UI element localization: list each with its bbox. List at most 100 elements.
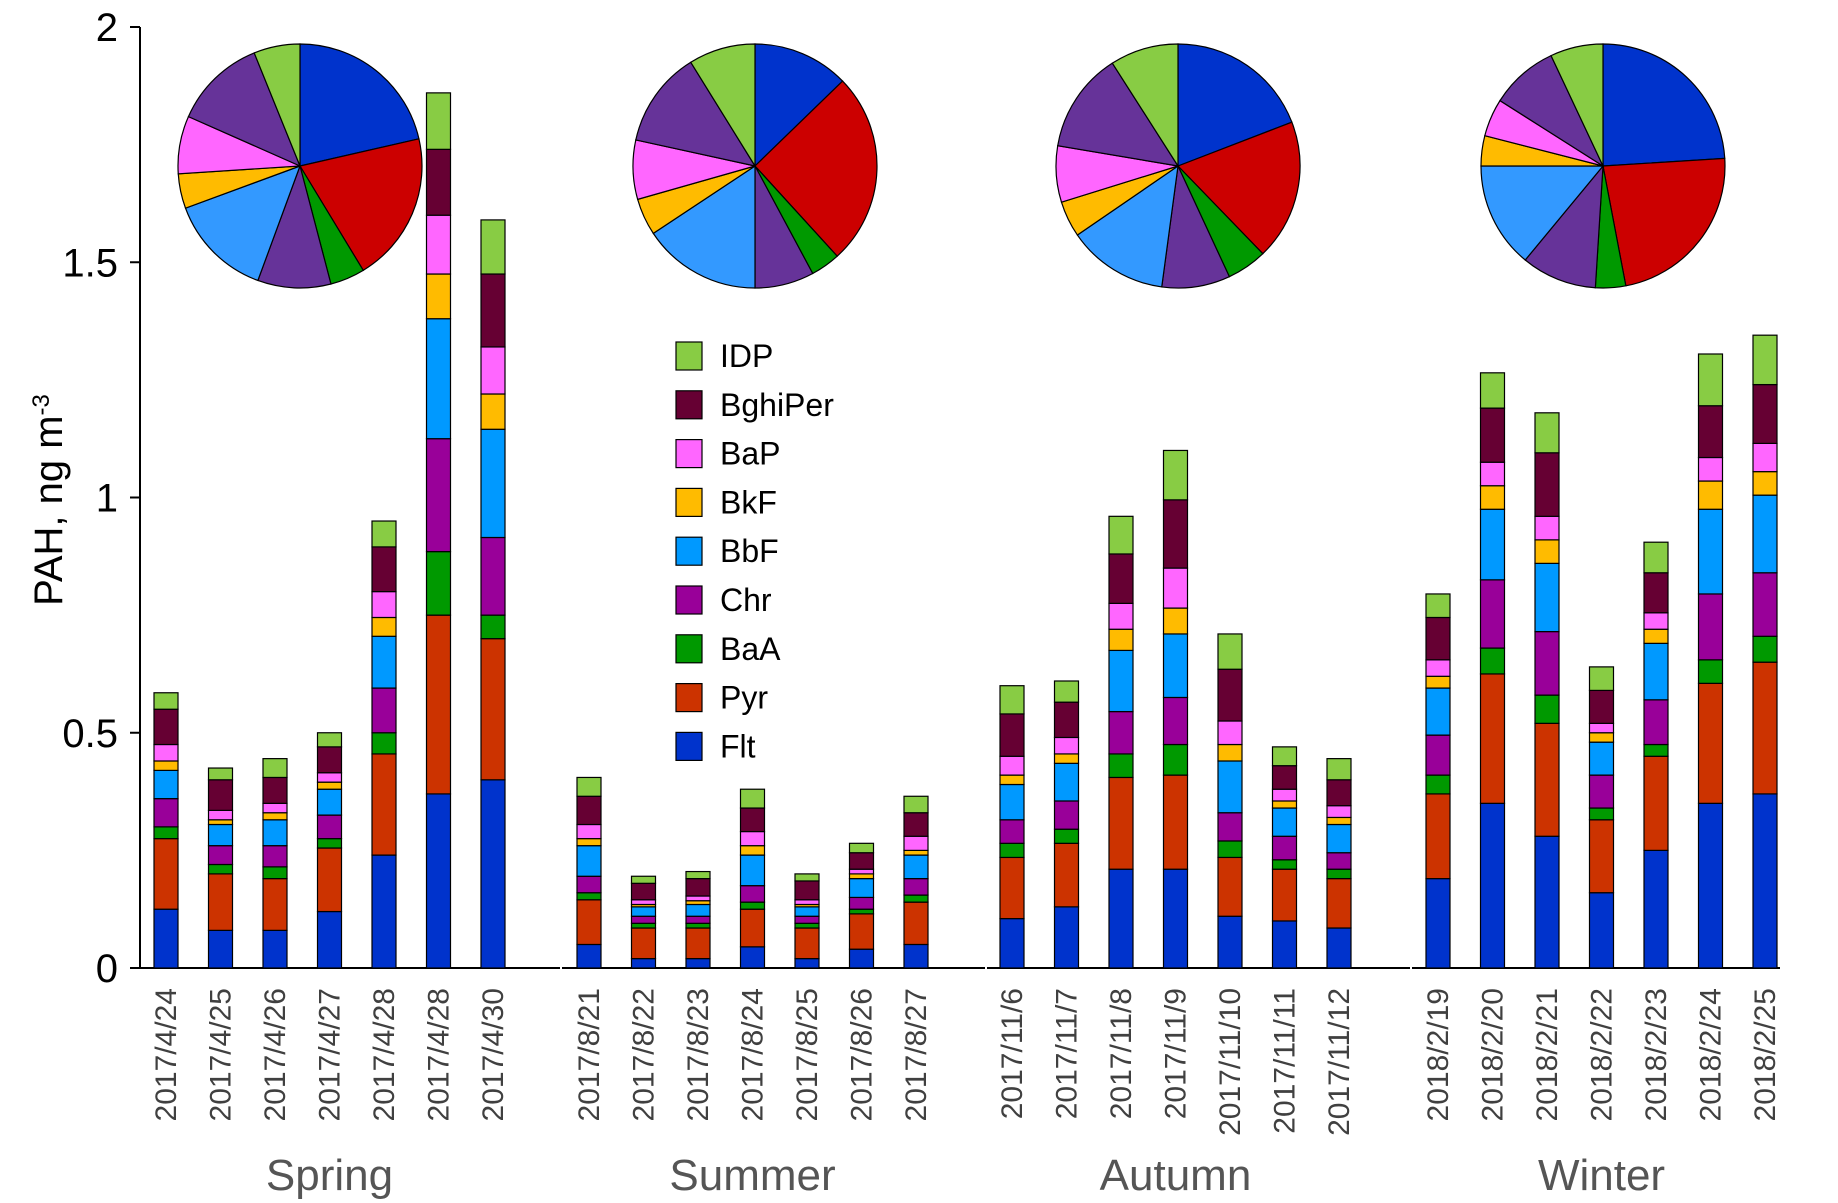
bar-segment-pyr [153,838,179,910]
bar-segment-baa [1271,859,1298,870]
legend: IDP BghiPer BaP BkF BbF Chr BaA Pyr Flt [675,338,834,764]
bar-segment-baa [1643,743,1669,757]
bar-segment-idp [1108,515,1134,555]
bar-segment-bbf [999,783,1025,821]
bar-segment-bkf [1588,732,1615,743]
bar-segment-flt [1752,793,1778,969]
bar-segment-bap [1053,736,1080,755]
bar-segment-baa [1479,647,1506,675]
bar-segment-bkf [576,838,602,847]
bar-segment-baa [1425,774,1451,795]
bar-segment-bbf [1643,642,1669,701]
bar-segment-flt [848,948,875,969]
x-tick-label: 2017/8/24 [737,988,770,1121]
bar-segment-idp [316,732,343,748]
bar-segment-chr [316,814,343,840]
bar-segment-baa [1326,868,1352,880]
bar-segment-baa [1217,840,1243,859]
bar-segment-bghiper [425,148,452,216]
bar-segment-idp [739,788,766,809]
bar-segment-idp [1643,541,1669,574]
bar-segment-bkf [425,273,452,320]
bar-segment-bap [999,755,1025,776]
legend-swatch-chr [675,585,703,615]
bar-segment-idp [999,685,1025,715]
legend-swatch-baa [675,634,703,664]
bar-segment-pyr [848,913,875,950]
y-tick-label: 0 [96,947,118,991]
pie-slice-bbf [1076,164,1179,288]
bar-segment-idp [1271,746,1298,767]
y-tick-label: 0.5 [62,712,118,756]
bar-segment-baa [371,732,397,755]
bar-segment-pyr [425,614,452,795]
pie-slice-chr [257,164,332,289]
bar-segment-bbf [1534,562,1560,633]
y-tick-label: 2 [96,6,118,50]
bar-segment-baa [1534,694,1560,724]
season-label: Spring [266,1151,393,1200]
bar-segment-bghiper [1643,572,1669,614]
bar-segment-idp [794,873,820,882]
bar-segment-flt [1108,868,1134,969]
bar-segment-chr [1425,734,1451,776]
bar-segment-idp [1425,593,1451,619]
bar-segment-bap [480,346,506,395]
bar-segment-bbf [153,769,179,800]
bar-segment-baa [316,838,343,849]
y-axis-label: PAH, ng m-3 [27,394,71,606]
x-tick-label: 2017/8/25 [791,988,824,1121]
bar-segment-pyr [1271,868,1298,922]
bar-segment-flt [480,779,506,969]
bar-segment-baa [1697,659,1724,684]
axis-labels: PAH, ng m-3 2017/4/24 2017/4/25 2017/4/26 20… [27,394,1782,1200]
bar-segment-flt [207,929,234,969]
bar-segment-chr [1326,852,1352,870]
bar-segment-bap [685,895,711,902]
bar-segment-bkf [848,873,875,880]
bar-segment-bghiper [999,713,1025,757]
bar-segment-bbf [207,823,234,847]
bar-segment-bkf [1425,675,1451,689]
bar-segment-baa [1053,828,1080,844]
season-label: Summer [669,1151,835,1200]
bar-segment-flt [425,793,452,969]
bar-segment-bkf [1053,753,1080,764]
legend-label-bghiper: BghiPer [720,387,834,423]
bar-segment-idp [1752,334,1778,386]
bar-segment-bkf [153,760,179,771]
pie-slice-idp [689,43,756,169]
bar-segment-pyr [1588,819,1615,894]
bar-segment-bbf [1588,741,1615,776]
pie-slice-bbf [652,164,756,289]
bar-segment-pyr [1643,755,1669,851]
bar-segment-idp [1534,412,1560,454]
x-tick-label: 2017/4/24 [150,988,183,1121]
bar-segment-chr [1108,710,1134,755]
bar-segment-bap [903,835,929,851]
pie-slice-pyr [299,138,423,272]
bar-segment-idp [480,219,506,275]
x-tick-label: 2017/4/25 [205,988,238,1121]
pie-slice-idp [253,43,301,167]
bar-segment-flt [999,917,1025,969]
bar-segment-bkf [1217,743,1243,762]
bar-segment-chr [1752,572,1778,637]
bar-segment-flt [1271,920,1298,969]
bar-segment-idp [576,776,602,797]
pie-slice-pyr [754,80,878,258]
bar-segment-bap [1752,442,1778,473]
bar-segment-bghiper [1425,616,1451,661]
bar-segment-pyr [1534,722,1560,837]
bar-segment-idp [1588,666,1615,692]
bar-segment-chr [1534,630,1560,696]
bar-segment-chr [1271,835,1298,861]
bar-segment-idp [207,767,234,781]
bar-segment-pyr [480,638,506,781]
bar-segment-baa [576,892,602,901]
bar-segment-flt [1588,892,1615,969]
x-tick-label: 2017/4/30 [477,988,510,1121]
bar-segment-flt [1534,835,1560,969]
pie-slice-flt [1177,43,1293,167]
legend-swatch-bkf [675,487,703,517]
